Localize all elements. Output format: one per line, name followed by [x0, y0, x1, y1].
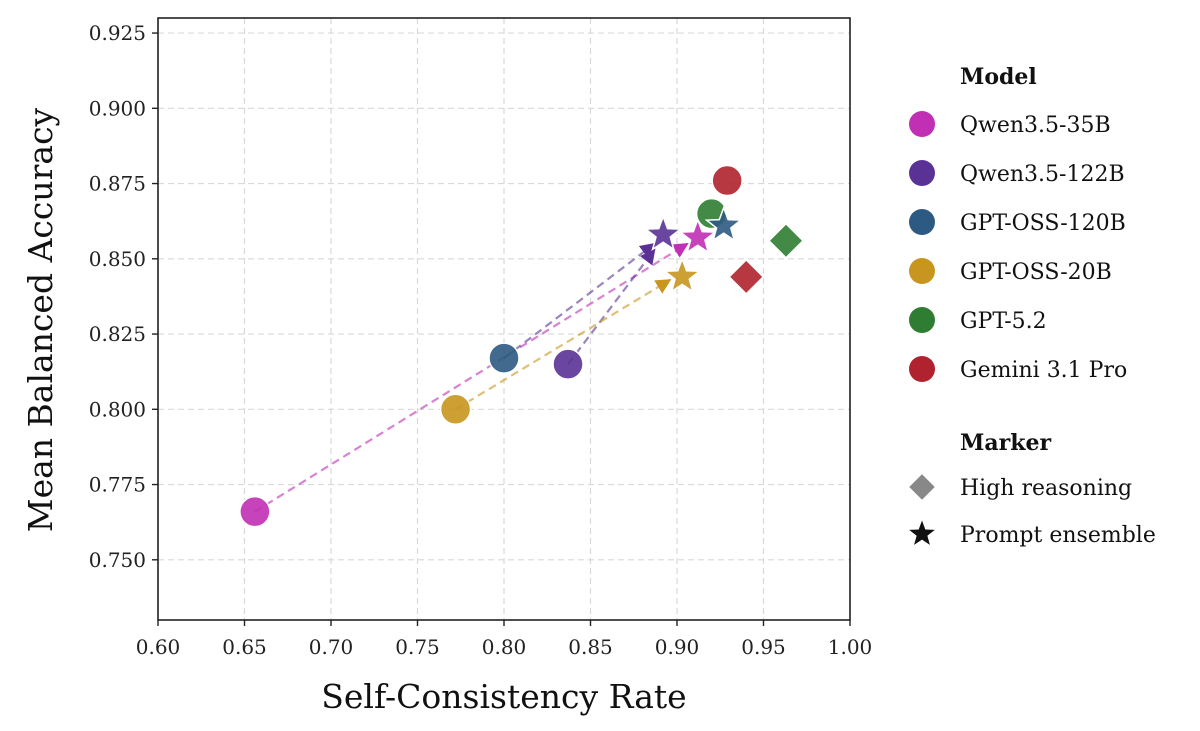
point-qwen3-5-35b-star: [678, 217, 717, 255]
point-qwen3-5-35b-circle: [239, 495, 271, 528]
y-tick-label: 0.800: [89, 397, 146, 421]
x-tick-label: 0.80: [482, 635, 527, 659]
point-gemini-3-1-pro-circle: [711, 164, 743, 197]
improvement-arrow: [254, 242, 689, 513]
x-tick-label: 0.90: [655, 635, 700, 659]
legend-title-marker: Marker: [960, 430, 1051, 456]
legend-swatch: [909, 209, 935, 235]
data-points: [239, 164, 805, 528]
x-tick-label: 0.85: [568, 635, 613, 659]
legend-marker-entries: High reasoning Prompt ensemble: [909, 474, 1156, 548]
x-tick-label: 0.60: [136, 635, 181, 659]
legend-swatch: [909, 160, 935, 186]
point-gpt-oss-120b-circle: [488, 342, 520, 374]
improvement-arrow: [503, 242, 656, 360]
x-tick-label: 1.00: [828, 635, 873, 659]
arrow-layer: [254, 242, 689, 513]
legend-model-label: GPT-OSS-120B: [960, 211, 1126, 236]
legend-model-entries: Qwen3.5-35B Qwen3.5-122B GPT-OSS-120B GPT-O…: [909, 111, 1127, 383]
point-gpt-oss-20b-circle: [439, 393, 472, 426]
y-tick-label: 0.850: [89, 247, 146, 271]
point-qwen3-5-122b-circle: [552, 348, 584, 380]
x-axis-label: Self-Consistency Rate: [321, 677, 686, 716]
y-tick-label: 0.875: [89, 172, 146, 196]
x-tick-label: 0.70: [309, 635, 354, 659]
improvement-arrow: [454, 278, 672, 411]
legend-swatch: [909, 258, 935, 284]
axis-ticks: 0.60 0.65 0.70 0.75 0.80 0.85 0.90 0.95 1.00 0.75…: [89, 21, 873, 659]
y-tick-label: 0.775: [89, 473, 146, 497]
point-qwen3-5-122b-star: [643, 214, 683, 252]
point-gpt-oss-20b-star: [663, 256, 702, 294]
legend-swatch: [909, 307, 935, 333]
legend-marker-label: High reasoning: [960, 476, 1132, 501]
y-axis-label: Mean Balanced Accuracy: [21, 107, 60, 532]
point-gemini-3-1-pro-diamond: [728, 258, 765, 295]
improvement-arrow: [567, 248, 656, 365]
legend-swatch: [909, 111, 935, 137]
y-tick-label: 0.900: [89, 96, 146, 120]
legend-marker-label: Prompt ensemble: [960, 523, 1156, 548]
legend-model-label: Qwen3.5-35B: [960, 113, 1111, 138]
x-tick-label: 0.95: [741, 635, 786, 659]
x-tick-label: 0.65: [222, 635, 267, 659]
y-tick-label: 0.825: [89, 322, 146, 346]
y-tick-label: 0.925: [89, 21, 146, 45]
point-gpt-oss-120b-star: [704, 205, 743, 243]
legend-model-label: GPT-OSS-20B: [960, 260, 1112, 285]
x-tick-label: 0.75: [395, 635, 440, 659]
legend-model-label: GPT-5.2: [960, 309, 1047, 334]
grid-lines: [157, 18, 851, 620]
legend-swatch: [909, 356, 935, 382]
point-gpt-5-2-diamond: [767, 222, 805, 259]
legend-star-icon: [909, 520, 935, 545]
legend-diamond-icon: [909, 474, 935, 500]
legend: Model Qwen3.5-35B Qwen3.5-122B GPT-OSS-120…: [909, 64, 1156, 548]
legend-model-label: Gemini 3.1 Pro: [960, 358, 1127, 383]
legend-model-label: Qwen3.5-122B: [960, 162, 1125, 187]
legend-title-model: Model: [960, 64, 1037, 90]
y-tick-label: 0.750: [89, 548, 146, 572]
